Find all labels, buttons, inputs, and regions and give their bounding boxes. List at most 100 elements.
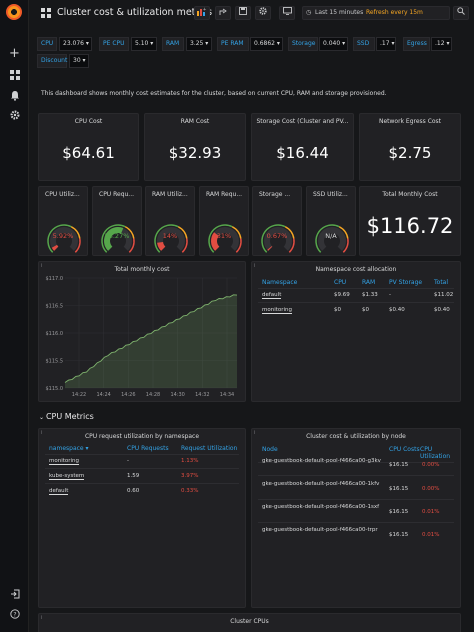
stat-value: $32.93 [168, 144, 222, 162]
plus-icon[interactable]: + [9, 46, 20, 61]
namespace-link-monitoring[interactable]: monitoring [49, 458, 80, 465]
var-input-ssd[interactable]: .17 ▾ [376, 37, 396, 51]
chart-svg: $115.0 $115.5 $116.0 $116.5 $117.0 14:22 14:24… [46, 276, 238, 398]
help-icon[interactable]: ? [0, 609, 29, 622]
col-header-ram[interactable]: RAM [362, 279, 376, 286]
sign-in-icon[interactable] [0, 589, 29, 602]
dashboards-icon[interactable] [0, 70, 29, 83]
svg-text:+: + [203, 7, 207, 13]
namespace-link-kube-system[interactable]: kube-system [49, 473, 85, 480]
namespace-link-monitoring[interactable]: monitoring [262, 307, 293, 314]
table-cell: $16.15 [389, 462, 409, 468]
col-header-node[interactable]: Node [262, 446, 278, 453]
var-input-pe-cpu[interactable]: 5.10 ▾ [131, 37, 157, 51]
col-header-cpu[interactable]: CPU [334, 279, 347, 286]
time-range-picker[interactable]: ◷ Last 15 minutes Refresh every 15m [302, 6, 450, 20]
time-range-label: Last 15 minutes [315, 9, 364, 16]
col-header-text: namespace [49, 445, 84, 452]
gauge-arc [315, 224, 349, 253]
gauge-arc [208, 224, 242, 253]
col-header-cpu-costs[interactable]: CPU Costs [389, 446, 420, 453]
col-header-cpu-requests[interactable]: CPU Requests [127, 445, 169, 452]
stat-panel-total-cost[interactable]: Total Monthly Cost $116.72 [359, 186, 461, 256]
var-input-egress[interactable]: .12 ▾ [431, 37, 452, 51]
var-value-pe-ram: 0.6862 [254, 40, 275, 47]
col-header-total[interactable]: Total [434, 279, 449, 286]
col-header-pv-storage[interactable]: PV Storage [389, 279, 423, 286]
var-label-ram: RAM [162, 37, 184, 51]
table-panel-node-cost[interactable]: i Cluster cost & utilization by node Nod… [251, 428, 461, 608]
table-cell: 0.60 [127, 488, 140, 494]
stat-panel-storage-cost[interactable]: Storage Cost (Cluster and PV... $16.44 [251, 113, 354, 181]
table-cell: $0.40 [434, 307, 450, 313]
col-header-namespace[interactable]: namespace ▾ [49, 445, 89, 452]
bell-icon[interactable] [0, 90, 29, 104]
gauge-panel[interactable]: Storage ... 0.67% [252, 186, 302, 256]
gauge-panel[interactable]: RAM Utiliz... 14% [145, 186, 195, 256]
settings-gear-icon[interactable] [255, 6, 271, 20]
col-header-request-utilization[interactable]: Request Utilization [181, 445, 238, 452]
var-value-discount: 30 [73, 57, 81, 64]
graph-panel-total-monthly-cost[interactable]: i Total monthly cost $115.0 $115.5 $116.0 $… [38, 261, 246, 402]
table-cell: - [127, 458, 129, 464]
x-tick-label: 14:34 [220, 392, 234, 398]
table-cell: $11.02 [434, 292, 454, 298]
col-header-cpu-utilization[interactable]: CPU Utilization [420, 446, 451, 460]
stat-value: $116.72 [366, 214, 454, 238]
table-panel-cpu-request-utilization[interactable]: i CPU request utilization by namespace n… [38, 428, 246, 608]
var-value-ram: 3.25 [190, 40, 204, 47]
stat-panel-egress-cost[interactable]: Network Egress Cost $2.75 [359, 113, 461, 181]
add-panel-button[interactable]: + [194, 6, 210, 20]
gauge-panel[interactable]: CPU Utiliz... 5.92% [38, 186, 88, 256]
y-tick-label: $115.0 [46, 386, 64, 392]
panel-title: Storage Cost (Cluster and PV... [256, 118, 349, 125]
row-title-text: CPU Metrics [45, 412, 94, 421]
row-header-cpu-metrics[interactable]: ⌄ CPU Metrics [39, 412, 94, 421]
clock-icon: ◷ [306, 9, 312, 16]
panel-title: Cluster CPUs [230, 618, 269, 625]
tv-mode-icon[interactable] [279, 6, 295, 20]
search-icon[interactable] [453, 6, 469, 20]
stat-value: $64.61 [62, 144, 115, 162]
x-tick-label: 14:24 [96, 392, 110, 398]
var-input-pe-ram[interactable]: 0.6862 ▾ [250, 37, 283, 51]
row-divider [45, 454, 239, 455]
col-header-namespace[interactable]: Namespace [262, 279, 298, 286]
dashboard-grid-icon [41, 8, 51, 18]
row-divider [45, 468, 239, 469]
var-label-storage: Storage [288, 37, 318, 51]
series-line [64, 294, 238, 383]
table-panel-namespace-cost[interactable]: i Namespace cost allocation Namespace CP… [251, 261, 461, 402]
grafana-logo[interactable] [6, 4, 22, 20]
gauge-arc [101, 224, 135, 253]
var-input-discount[interactable]: 30 ▾ [69, 54, 89, 68]
table-cell: $16.15 [389, 486, 409, 492]
node-name: gke-guestbook-default-pool-f466ca00-1kfv [262, 481, 380, 487]
graph-panel-cluster-cpus[interactable]: i Cluster CPUs [38, 613, 461, 632]
x-tick-label: 14:32 [195, 392, 209, 398]
info-icon: i [41, 615, 43, 621]
info-icon: i [41, 430, 43, 436]
gauge-value: 31% [216, 232, 232, 240]
gauge-panel[interactable]: CPU Requ... 58.27% [92, 186, 142, 256]
gauge-panel[interactable]: RAM Requ... 31% [199, 186, 249, 256]
var-input-cpu[interactable]: 23.076 ▾ [59, 37, 92, 51]
panel-title: CPU request utilization by namespace [84, 433, 200, 440]
share-button[interactable] [215, 6, 231, 20]
gear-icon[interactable] [0, 110, 29, 123]
var-value-ssd: .17 [380, 40, 390, 47]
var-input-storage[interactable]: 0.040 ▾ [319, 37, 348, 51]
stat-panel-cpu-cost[interactable]: CPU Cost $64.61 [38, 113, 139, 181]
table-cell: $0 [334, 307, 341, 313]
stat-panel-ram-cost[interactable]: RAM Cost $32.93 [144, 113, 246, 181]
gauge-arc [261, 224, 295, 253]
table-cell: 3.97% [181, 473, 199, 479]
save-button[interactable] [235, 6, 251, 20]
namespace-link-default[interactable]: default [262, 292, 282, 299]
var-input-ram[interactable]: 3.25 ▾ [186, 37, 212, 51]
namespace-link-default[interactable]: default [49, 488, 69, 495]
var-value-pe-cpu: 5.10 [135, 40, 149, 47]
panel-title: CPU Utiliz... [45, 191, 80, 198]
panel-title: Namespace cost allocation [315, 266, 397, 273]
gauge-panel[interactable]: SSD Utiliz... N/A [306, 186, 356, 256]
